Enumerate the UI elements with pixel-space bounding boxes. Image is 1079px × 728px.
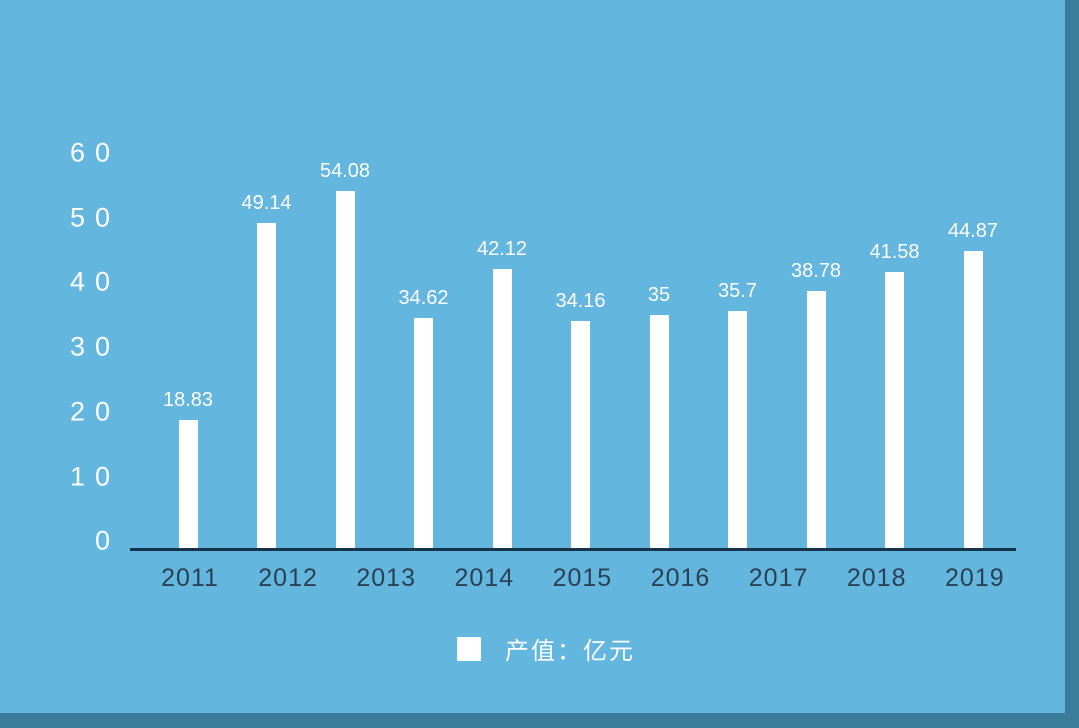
x-tick-label: 2018 (846, 564, 907, 592)
y-tick-label: 30 (69, 331, 120, 362)
frame-strip-right (1065, 0, 1079, 728)
bar (178, 419, 198, 549)
x-tick-label: 2012 (258, 564, 318, 592)
x-tick-label: 2017 (748, 564, 809, 592)
x-axis-line (130, 548, 1016, 551)
bar-value-label: 35 (647, 284, 671, 307)
bar-value-label: 54.08 (319, 160, 371, 183)
bar-value-label: 49.14 (241, 192, 292, 215)
y-tick-label: 10 (69, 461, 120, 491)
legend-swatch-icon (457, 636, 481, 661)
bar (806, 290, 826, 549)
bar (728, 310, 747, 549)
bar (414, 317, 433, 549)
bar (885, 272, 904, 549)
bar (963, 251, 983, 549)
bar-value-label: 42.12 (476, 237, 528, 260)
bar-value-label: 38.78 (790, 259, 842, 282)
frame-strip-bottom (0, 713, 1079, 728)
y-tick-label: 0 (94, 525, 120, 556)
bar-value-label: 44.87 (947, 220, 999, 243)
bar (492, 268, 512, 549)
x-tick-label: 2013 (356, 564, 416, 592)
legend-label: 产值：亿元 (505, 638, 635, 665)
bar-value-label: 34.16 (555, 289, 606, 312)
y-tick-label: 50 (69, 202, 120, 233)
bar (571, 320, 590, 549)
y-tick-label: 40 (69, 266, 120, 297)
x-tick-label: 2014 (454, 564, 515, 592)
bar (335, 191, 355, 549)
legend: 产值：亿元 (457, 631, 635, 666)
x-tick-label: 2019 (944, 564, 1005, 592)
bar (257, 223, 276, 549)
bar-value-label: 18.83 (162, 388, 214, 411)
y-tick-label: 20 (69, 396, 120, 427)
bar-value-label: 34.62 (398, 286, 449, 309)
bar-value-label: 41.58 (869, 241, 920, 264)
y-tick-label: 60 (69, 137, 120, 168)
x-tick-label: 2011 (161, 564, 219, 592)
bar (649, 315, 669, 549)
x-tick-label: 2015 (552, 564, 613, 592)
x-tick-label: 2016 (650, 564, 711, 592)
bar-value-label: 35.7 (718, 279, 757, 302)
